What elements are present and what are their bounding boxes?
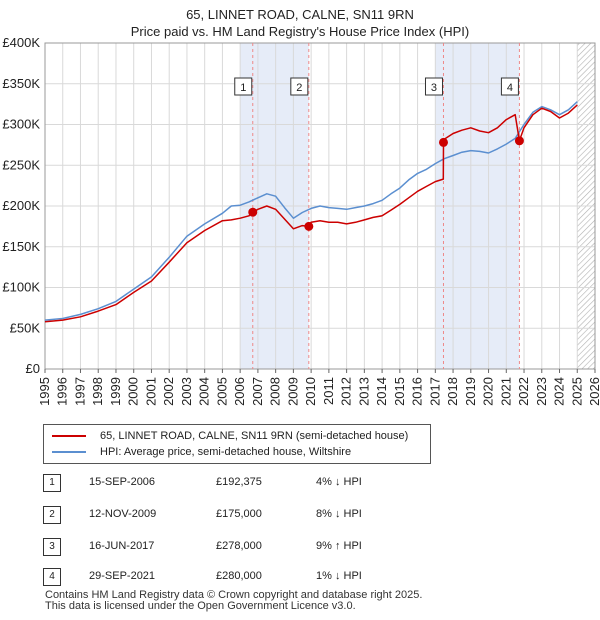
x-tick-label: 2001 [143,377,158,406]
sale-label-box [290,77,309,96]
x-tick-label: 1998 [90,377,105,406]
price-chart: £0 £50K £100K £150K £200K £250K £300K £350K £400… [2,35,600,406]
sale-label: 4 [507,82,513,94]
sale-point [438,137,448,147]
x-tick-label: 2018 [445,377,460,406]
x-tick-label: 2009 [285,377,300,406]
y-tick-label: £300K [2,117,40,132]
transaction-price: £192,375 [216,476,262,488]
legend-item-property: 65, LINNET ROAD, CALNE, SN11 9RN (semi-d… [52,429,408,443]
transaction-hpi: 8% ↓ HPI [316,508,362,520]
x-tick-label: 1999 [108,377,123,406]
x-tick-label: 2012 [339,377,354,406]
chart-subtitle: Price paid vs. HM Land Registry's House … [130,24,470,39]
transaction-number: 1 [43,474,61,492]
transaction-date: 16-JUN-2017 [89,540,155,552]
y-tick-label: £0 [26,361,40,376]
transaction-date: 12-NOV-2009 [89,508,157,520]
table-row: 1 15-SEP-2006 £192,375 4% ↓ HPI [43,474,463,492]
table-row: 4 29-SEP-2021 £280,000 1% ↓ HPI [43,568,463,586]
sale-label: 3 [431,82,437,94]
plot-border [44,42,596,370]
sale-point [304,221,314,231]
x-tick-label: 2021 [498,377,513,406]
transaction-date: 15-SEP-2006 [89,476,156,488]
table-row: 3 16-JUN-2017 £278,000 9% ↑ HPI [43,538,463,556]
transaction-date: 29-SEP-2021 [89,570,156,582]
x-tick-label: 2005 [214,377,229,406]
x-tick-label: 2008 [268,377,283,406]
y-tick-label: £150K [2,239,40,254]
x-tick-label: 2010 [303,377,318,406]
transaction-hpi: 1% ↓ HPI [316,570,362,582]
table-row: 2 12-NOV-2009 £175,000 8% ↓ HPI [43,506,463,524]
x-tick-label: 2020 [481,377,496,406]
x-tick-label: 2026 [587,377,600,406]
legend-swatch-property [52,435,86,437]
chart-title: 65, LINNET ROAD, CALNE, SN11 9RN [186,7,414,22]
x-tick-label: 2024 [552,377,567,406]
hpi-line [44,101,578,321]
transaction-number: 3 [43,538,61,556]
transaction-number: 4 [43,568,61,586]
y-tick-label: £200K [2,198,40,213]
transaction-price: £278,000 [216,540,262,552]
x-tick-label: 2011 [321,377,336,405]
x-tick-label: 1996 [55,377,70,406]
y-tick-label: £250K [2,157,40,172]
x-tick-label: 2022 [516,377,531,406]
transaction-hpi: 4% ↓ HPI [316,476,362,488]
footer: Contains HM Land Registry data © Crown c… [45,590,422,612]
y-tick-label: £400K [2,35,40,50]
sale-point [514,136,524,146]
y-tick-label: £100K [2,280,40,295]
sale-label: 2 [296,82,302,94]
transaction-price: £175,000 [216,508,262,520]
footer-license: This data is licensed under the Open Gov… [45,600,356,612]
x-tick-label: 2013 [356,377,371,406]
x-tick-label: 2016 [410,377,425,406]
legend-item-hpi: HPI: Average price, semi-detached house,… [52,445,351,459]
sale-point [248,207,258,217]
x-tick-label: 2025 [569,377,584,406]
x-tick-label: 2019 [463,377,478,406]
y-tick-label: £350K [2,76,40,91]
x-tick-label: 2023 [534,377,549,406]
sale-label: 1 [240,82,246,94]
x-tick-label: 2014 [374,377,389,406]
x-tick-label: 2000 [126,377,141,406]
transaction-price: £280,000 [216,570,262,582]
x-tick-label: 1995 [37,377,52,406]
y-tick-label: £50K [10,320,41,335]
legend-label-property: 65, LINNET ROAD, CALNE, SN11 9RN (semi-d… [100,430,409,442]
x-tick-label: 2015 [392,377,407,406]
legend-swatch-hpi [52,451,86,453]
x-tick-label: 2007 [250,377,265,406]
transaction-number: 2 [43,506,61,524]
footer-copyright: Contains HM Land Registry data © Crown c… [45,589,423,601]
x-tick-label: 2002 [161,377,176,406]
legend: 65, LINNET ROAD, CALNE, SN11 9RN (semi-d… [43,424,431,464]
x-tick-label: 2003 [179,377,194,406]
transaction-hpi: 9% ↑ HPI [316,540,362,552]
x-tick-label: 2017 [427,377,442,406]
x-tick-label: 2006 [232,377,247,406]
x-tick-label: 1997 [72,377,87,406]
legend-label-hpi: HPI: Average price, semi-detached house,… [100,446,352,458]
sale-label-box [424,77,443,96]
property-price-line [44,104,578,323]
sale-label-box [500,77,519,96]
x-tick-label: 2004 [197,377,212,406]
sale-label-box [234,77,253,96]
